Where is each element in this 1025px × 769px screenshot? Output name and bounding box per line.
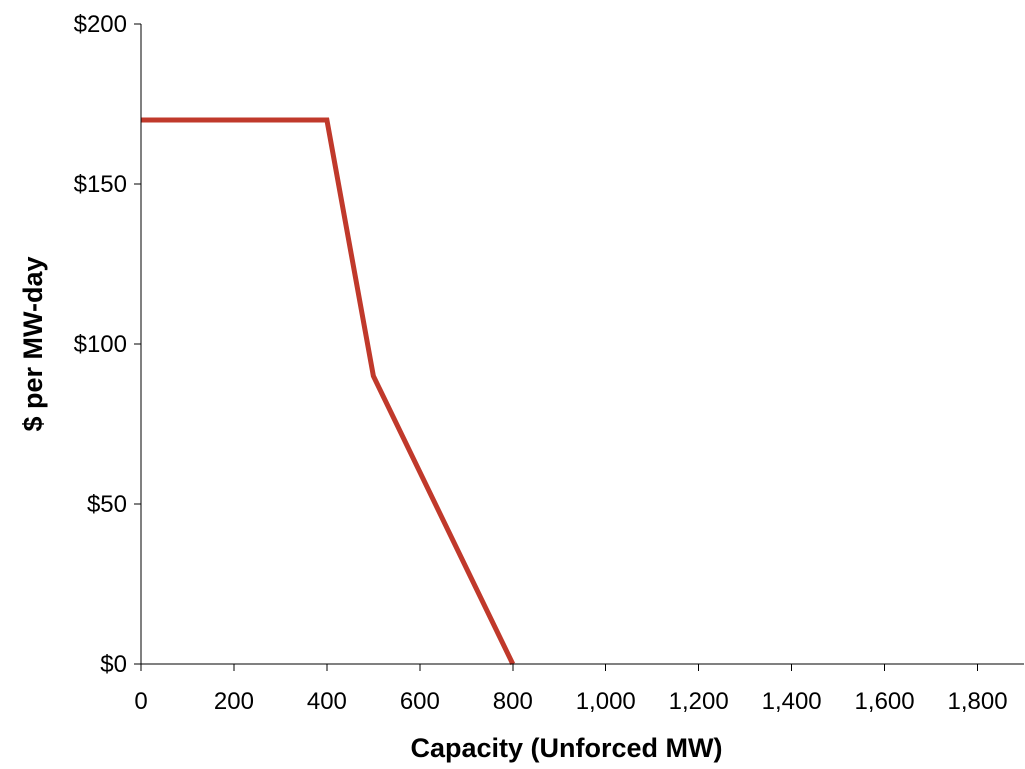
x-tick-label: 1,000: [576, 688, 636, 715]
x-tick-label: 1,400: [762, 688, 822, 715]
x-tick-label: 1,800: [947, 688, 1007, 715]
y-axis-title: $ per MW-day: [18, 257, 48, 432]
x-tick-label: 800: [493, 688, 533, 715]
x-axis-ticks: 0 200 400 600 800 1,000 1,200 1,400 1,600 1,800: [134, 664, 1008, 715]
x-tick-label: 1,600: [855, 688, 915, 715]
y-tick-label: $150: [74, 171, 127, 198]
x-tick-label: 1,200: [669, 688, 729, 715]
y-axis-ticks: $0 $50 $100 $150 $200: [74, 11, 141, 678]
series-line: [141, 117, 516, 666]
series-group: [141, 117, 516, 666]
x-tick-label: 0: [134, 688, 147, 715]
y-tick-label: $200: [74, 11, 127, 38]
x-tick-label: 400: [307, 688, 347, 715]
y-tick-label: $0: [100, 651, 127, 678]
y-tick-label: $50: [87, 491, 127, 518]
x-tick-label: 200: [214, 688, 254, 715]
y-tick-label: $100: [74, 331, 127, 358]
x-axis-title: Capacity (Unforced MW): [410, 733, 722, 763]
x-tick-label: 600: [400, 688, 440, 715]
